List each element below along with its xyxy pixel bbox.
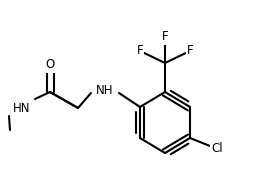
Text: Cl: Cl xyxy=(211,142,223,155)
Text: O: O xyxy=(45,58,55,71)
Text: F: F xyxy=(187,45,193,58)
Text: F: F xyxy=(162,30,168,43)
Text: NH: NH xyxy=(96,83,114,96)
Text: HN: HN xyxy=(13,102,31,115)
Text: F: F xyxy=(137,45,143,58)
